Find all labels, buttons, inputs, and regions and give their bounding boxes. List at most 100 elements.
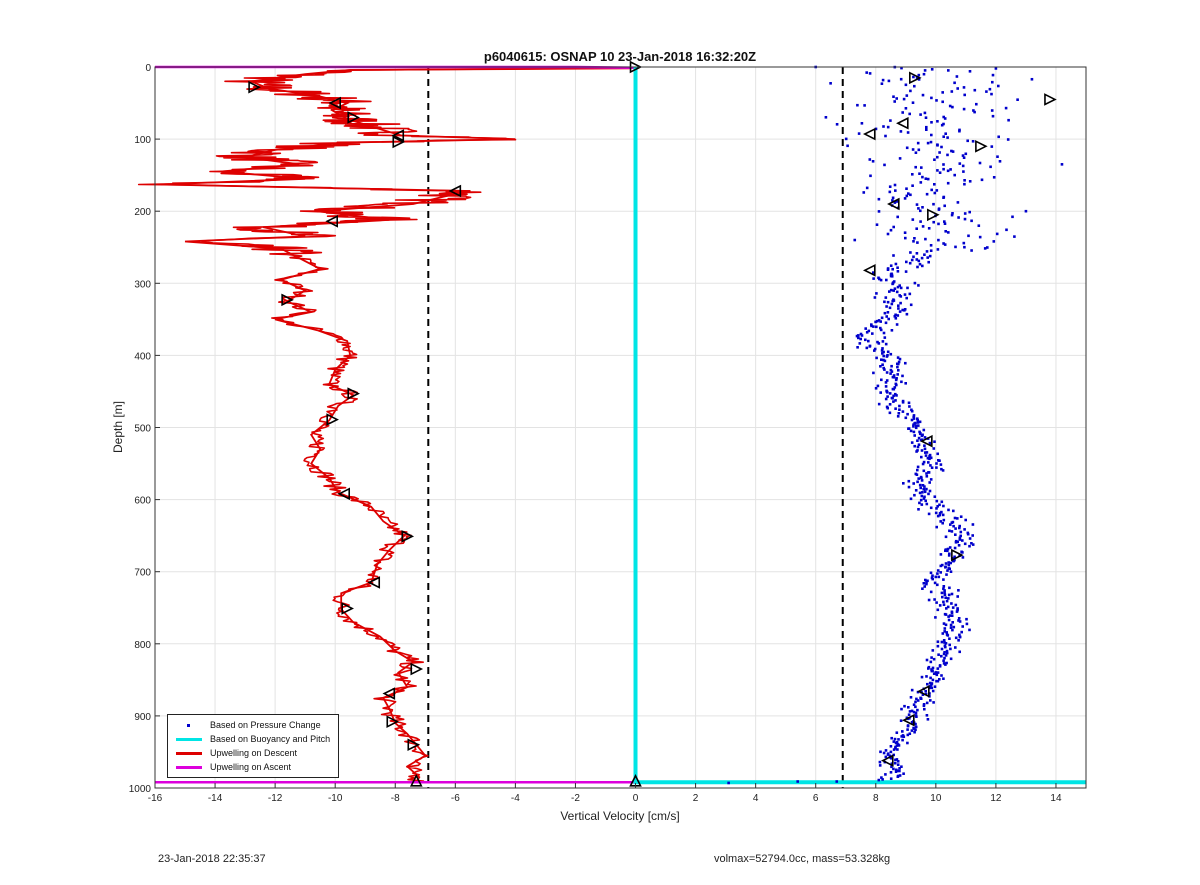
pressure-point <box>895 731 899 734</box>
pressure-point <box>877 342 881 345</box>
pressure-point <box>945 607 948 610</box>
pressure-point <box>859 337 862 341</box>
pressure-point <box>940 647 944 651</box>
pressure-point <box>902 97 906 101</box>
pressure-point <box>892 95 895 98</box>
pressure-point <box>883 311 887 315</box>
triangle-marker <box>880 754 894 767</box>
pressure-point <box>945 573 948 576</box>
pressure-point <box>943 204 946 208</box>
pressure-point <box>915 203 919 206</box>
pressure-point <box>875 223 879 226</box>
pressure-point <box>894 313 897 317</box>
pressure-point <box>918 430 921 434</box>
pressure-outlier <box>1024 209 1028 213</box>
pressure-point <box>937 208 941 211</box>
triangle-marker <box>386 715 400 728</box>
pressure-point <box>894 262 898 266</box>
pressure-point <box>953 173 956 177</box>
pressure-point <box>936 644 940 648</box>
pressure-point <box>973 88 977 92</box>
pressure-point <box>955 75 959 78</box>
y-tick-label: 0 <box>145 63 151 74</box>
pressure-point <box>917 78 921 81</box>
pressure-point <box>889 372 892 375</box>
pressure-point <box>867 329 871 333</box>
pressure-point <box>920 479 924 482</box>
pressure-point <box>954 527 957 530</box>
pressure-point <box>932 447 936 450</box>
pressure-point <box>914 705 917 709</box>
pressure-point <box>872 371 875 375</box>
pressure-point <box>934 671 938 674</box>
pressure-point <box>954 541 958 544</box>
pressure-point <box>888 190 892 194</box>
pressure-point <box>1016 98 1019 101</box>
pressure-point <box>925 192 929 196</box>
pressure-point <box>935 673 939 677</box>
pressure-point <box>936 169 939 172</box>
pressure-point <box>923 495 926 499</box>
x-tick-label: -16 <box>148 793 163 804</box>
pressure-point <box>909 497 913 501</box>
pressure-point <box>891 282 894 286</box>
chart-title: p6040615: OSNAP 10 23-Jan-2018 16:32:20Z <box>484 49 756 64</box>
pressure-point <box>890 765 893 769</box>
pressure-point <box>941 563 944 567</box>
pressure-point <box>896 373 899 376</box>
pressure-point <box>890 370 894 373</box>
triangle-marker <box>410 662 424 676</box>
pressure-point <box>929 244 933 247</box>
pressure-point <box>912 417 916 420</box>
pressure-point <box>929 660 933 664</box>
pressure-point <box>930 656 933 659</box>
pressure-point <box>962 107 966 111</box>
pressure-point <box>929 676 932 680</box>
pressure-point <box>942 115 945 119</box>
pressure-point <box>958 129 961 133</box>
pressure-point <box>896 215 899 219</box>
pressure-point <box>963 212 967 215</box>
pressure-point <box>911 173 914 176</box>
pressure-point <box>893 386 897 389</box>
pressure-point <box>936 155 939 159</box>
pressure-point <box>881 347 884 350</box>
y-tick-label: 900 <box>134 712 151 723</box>
pressure-point <box>877 197 881 201</box>
pressure-point <box>886 311 890 314</box>
pressure-point <box>857 132 861 135</box>
triangle-marker <box>382 687 396 700</box>
series-upwelling-descent <box>137 66 630 783</box>
pressure-point <box>961 625 964 628</box>
pressure-point <box>875 319 879 323</box>
y-tick-label: 700 <box>134 568 151 579</box>
pressure-point <box>882 358 885 362</box>
pressure-point <box>959 534 962 538</box>
pressure-point <box>880 358 883 361</box>
pressure-point <box>913 434 916 437</box>
pressure-point <box>890 275 894 278</box>
pressure-point <box>881 363 884 366</box>
pressure-point <box>942 677 945 680</box>
legend-item-buoyancy: Based on Buoyancy and Pitch <box>176 733 330 745</box>
pressure-point <box>897 412 901 415</box>
pressure-point <box>928 681 932 685</box>
pressure-point <box>956 201 960 204</box>
pressure-point <box>990 109 994 112</box>
triangle-marker <box>887 197 900 211</box>
pressure-point <box>946 181 950 185</box>
pressure-point <box>941 469 945 472</box>
pressure-point <box>954 533 957 536</box>
pressure-point <box>903 704 906 708</box>
pressure-point <box>943 589 946 592</box>
pressure-point <box>937 575 941 579</box>
pressure-point <box>936 583 939 587</box>
pressure-point <box>922 488 925 491</box>
pressure-point <box>957 639 960 642</box>
pressure-point <box>891 196 895 200</box>
pressure-point <box>916 445 920 449</box>
pressure-point <box>915 227 918 230</box>
pressure-point <box>870 324 873 328</box>
pressure-point <box>913 730 916 734</box>
pressure-point <box>914 426 918 430</box>
